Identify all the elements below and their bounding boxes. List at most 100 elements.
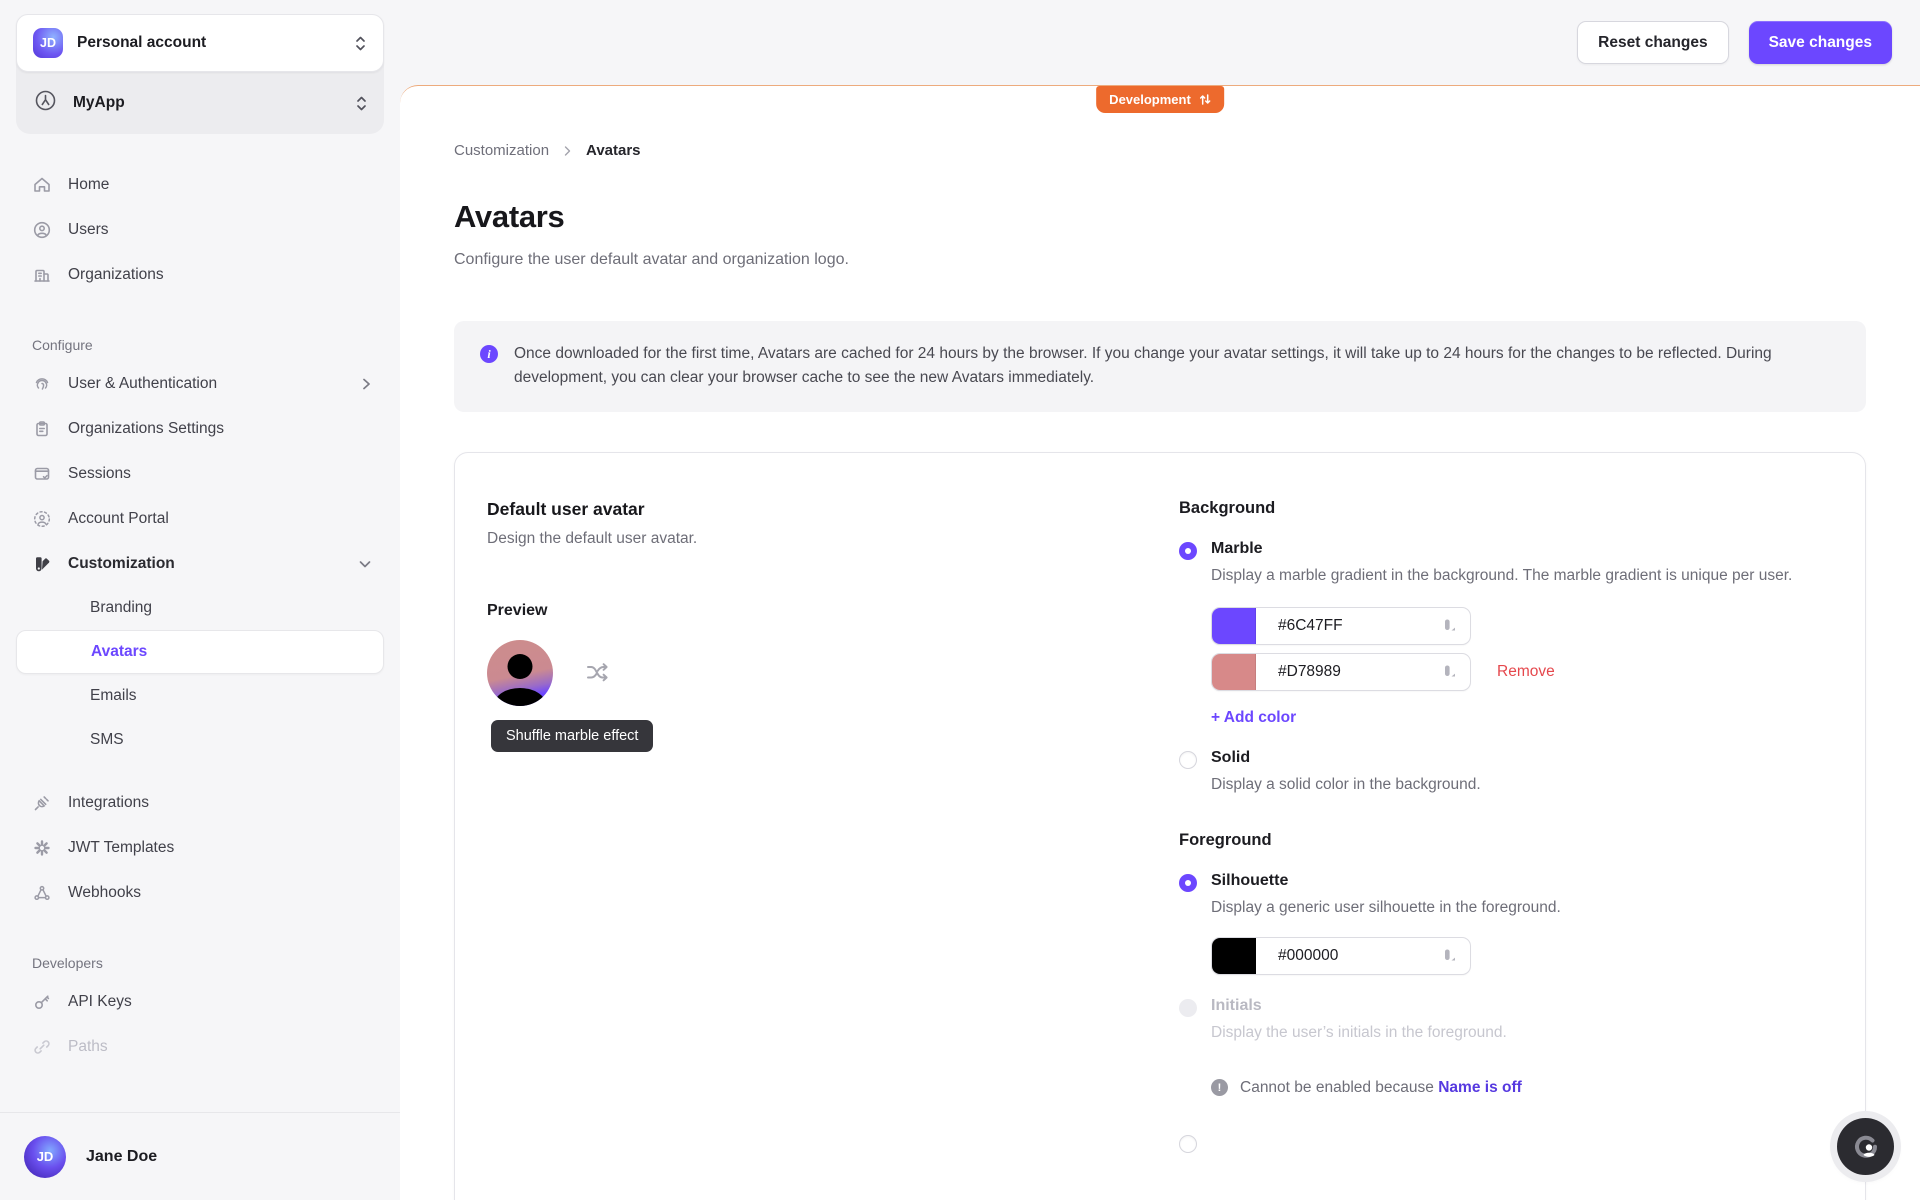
foreground-color-input[interactable]: #000000 — [1211, 937, 1471, 976]
page-title: Avatars — [454, 199, 565, 234]
workspace-switcher: JD Personal account MyApp — [16, 14, 384, 134]
app-name: MyApp — [73, 94, 125, 111]
color-swatch — [1212, 938, 1256, 975]
color-swatch — [1212, 608, 1256, 645]
support-person-icon — [1854, 1135, 1877, 1158]
chevron-up-down-icon — [354, 35, 367, 52]
shuffle-tooltip: Shuffle marble effect — [491, 719, 654, 752]
users-icon — [33, 221, 51, 238]
chevron-down-icon — [359, 560, 371, 567]
sidebar-item-users[interactable]: Users — [16, 207, 384, 252]
account-avatar: JD — [33, 28, 63, 58]
jwt-templates-icon — [34, 839, 50, 856]
sidebar-item-sessions[interactable]: Sessions — [16, 451, 384, 496]
developers-section-label: Developers — [32, 955, 103, 971]
silhouette-head — [507, 653, 533, 679]
option-silhouette: Silhouette Display a generic user silhou… — [1179, 872, 1833, 919]
sidebar-item-user-authentication[interactable]: User & Authentication — [16, 361, 384, 406]
add-color-link[interactable]: + Add color — [1211, 709, 1297, 727]
initials-radio — [1179, 999, 1197, 1018]
info-icon: i — [480, 345, 498, 363]
shuffle-marble-button[interactable] — [585, 660, 612, 685]
name-is-off-link[interactable]: Name is off — [1438, 1078, 1522, 1096]
marble-description: Display a marble gradient in the backgro… — [1211, 566, 1793, 584]
sidebar-item-account-portal[interactable]: Account Portal — [16, 496, 384, 541]
sidebar-item-jwt-templates[interactable]: JWT Templates — [16, 825, 384, 870]
avatar-preview — [487, 639, 553, 706]
sidebar-item-organizations[interactable]: Organizations — [16, 252, 384, 297]
silhouette-description: Display a generic user silhouette in the… — [1211, 898, 1561, 916]
solid-radio[interactable] — [1179, 751, 1197, 770]
marble-radio[interactable] — [1179, 541, 1197, 560]
alert-icon: ! — [1211, 1079, 1228, 1097]
home-icon — [34, 177, 50, 192]
app-switcher[interactable]: MyApp — [16, 72, 384, 134]
breadcrumb-separator-icon — [564, 145, 571, 156]
sidebar-item-home[interactable]: Home — [16, 162, 384, 207]
foreground-group-label: Foreground — [1179, 830, 1272, 849]
marble-label: Marble — [1211, 539, 1263, 557]
silhouette-body — [494, 687, 546, 706]
color-hex-value[interactable]: #D78989 — [1278, 663, 1341, 681]
background-group-label: Background — [1179, 498, 1276, 517]
initials-label: Initials — [1211, 997, 1262, 1015]
support-button[interactable] — [1837, 1118, 1894, 1175]
sidebar-item-paths[interactable]: Paths — [16, 1024, 384, 1069]
clipboard-icon — [36, 420, 48, 436]
remove-color-link[interactable]: Remove — [1497, 663, 1555, 681]
marble-color-list: #6C47FF #D78989 — [1211, 607, 1833, 692]
fingerprint-icon — [35, 377, 49, 390]
option-initials: Initials Display the user’s initials in … — [1179, 997, 1833, 1044]
sidebar-item-customization[interactable]: Customization — [16, 541, 384, 586]
chevron-up-down-icon — [355, 95, 368, 112]
solid-description: Display a solid color in the background. — [1211, 776, 1481, 794]
reset-changes-button[interactable]: Reset changes — [1577, 21, 1729, 64]
silhouette-radio[interactable] — [1179, 873, 1197, 892]
notice-text: Once downloaded for the first time, Avat… — [514, 345, 1772, 387]
app-logo-icon — [34, 89, 57, 117]
color-hex-value[interactable]: #000000 — [1278, 947, 1339, 965]
configure-section-label: Configure — [32, 337, 93, 353]
color-input-2[interactable]: #D78989 — [1211, 653, 1471, 692]
user-name: Jane Doe — [86, 1147, 158, 1165]
sidebar-item-webhooks[interactable]: Webhooks — [16, 870, 384, 915]
option-solid: Solid Display a solid color in the backg… — [1179, 749, 1833, 796]
user-menu[interactable]: JD Jane Doe — [0, 1112, 400, 1200]
sidebar-subitem-emails[interactable]: Emails — [90, 687, 137, 704]
warning-text: Cannot be enabled because — [1240, 1078, 1434, 1096]
sessions-icon — [34, 467, 50, 480]
cut-off-radio[interactable] — [1179, 1134, 1197, 1153]
breadcrumb-parent[interactable]: Customization — [454, 142, 550, 159]
sidebar-subitem-sms[interactable]: SMS — [90, 731, 124, 748]
save-changes-button[interactable]: Save changes — [1748, 21, 1892, 64]
color-picker-icon[interactable] — [1440, 618, 1470, 634]
avatar-preview-column: Default user avatar Design the default u… — [487, 499, 1179, 1200]
sidebar-item-api-keys[interactable]: API Keys — [16, 979, 384, 1024]
environment-badge[interactable]: Development — [1096, 86, 1224, 113]
sidebar-item-organizations-settings[interactable]: Organizations Settings — [16, 406, 384, 451]
color-picker-icon[interactable] — [1440, 664, 1470, 680]
breadcrumb: Customization Avatars — [454, 86, 1866, 159]
sidebar-subitem-avatars[interactable]: Avatars — [16, 630, 384, 674]
cache-notice: i Once downloaded for the first time, Av… — [454, 321, 1866, 412]
sidebar-nav: Home Users Organizations Configure User … — [16, 162, 384, 1069]
webhooks-icon — [34, 885, 50, 900]
sidebar-item-integrations[interactable]: Integrations — [16, 780, 384, 825]
user-avatar: JD — [24, 1135, 66, 1178]
color-picker-icon[interactable] — [1440, 948, 1470, 964]
option-marble: Marble Display a marble gradient in the … — [1179, 540, 1833, 587]
account-portal-icon — [33, 510, 51, 527]
color-hex-value[interactable]: #6C47FF — [1278, 617, 1343, 635]
solid-label: Solid — [1211, 749, 1251, 767]
chevron-right-icon — [363, 378, 370, 389]
content-panel: Development Customization Avatars Avatar… — [400, 85, 1920, 1200]
silhouette-label: Silhouette — [1211, 871, 1289, 889]
color-swatch — [1212, 654, 1256, 691]
initials-description: Display the user’s initials in the foreg… — [1211, 1024, 1507, 1042]
account-switcher[interactable]: JD Personal account — [16, 14, 384, 72]
integrations-icon — [34, 795, 49, 810]
sidebar-subitem-branding[interactable]: Branding — [90, 599, 153, 616]
organizations-icon — [34, 269, 50, 282]
card-title: Default user avatar — [487, 498, 645, 519]
color-input-1[interactable]: #6C47FF — [1211, 607, 1471, 646]
